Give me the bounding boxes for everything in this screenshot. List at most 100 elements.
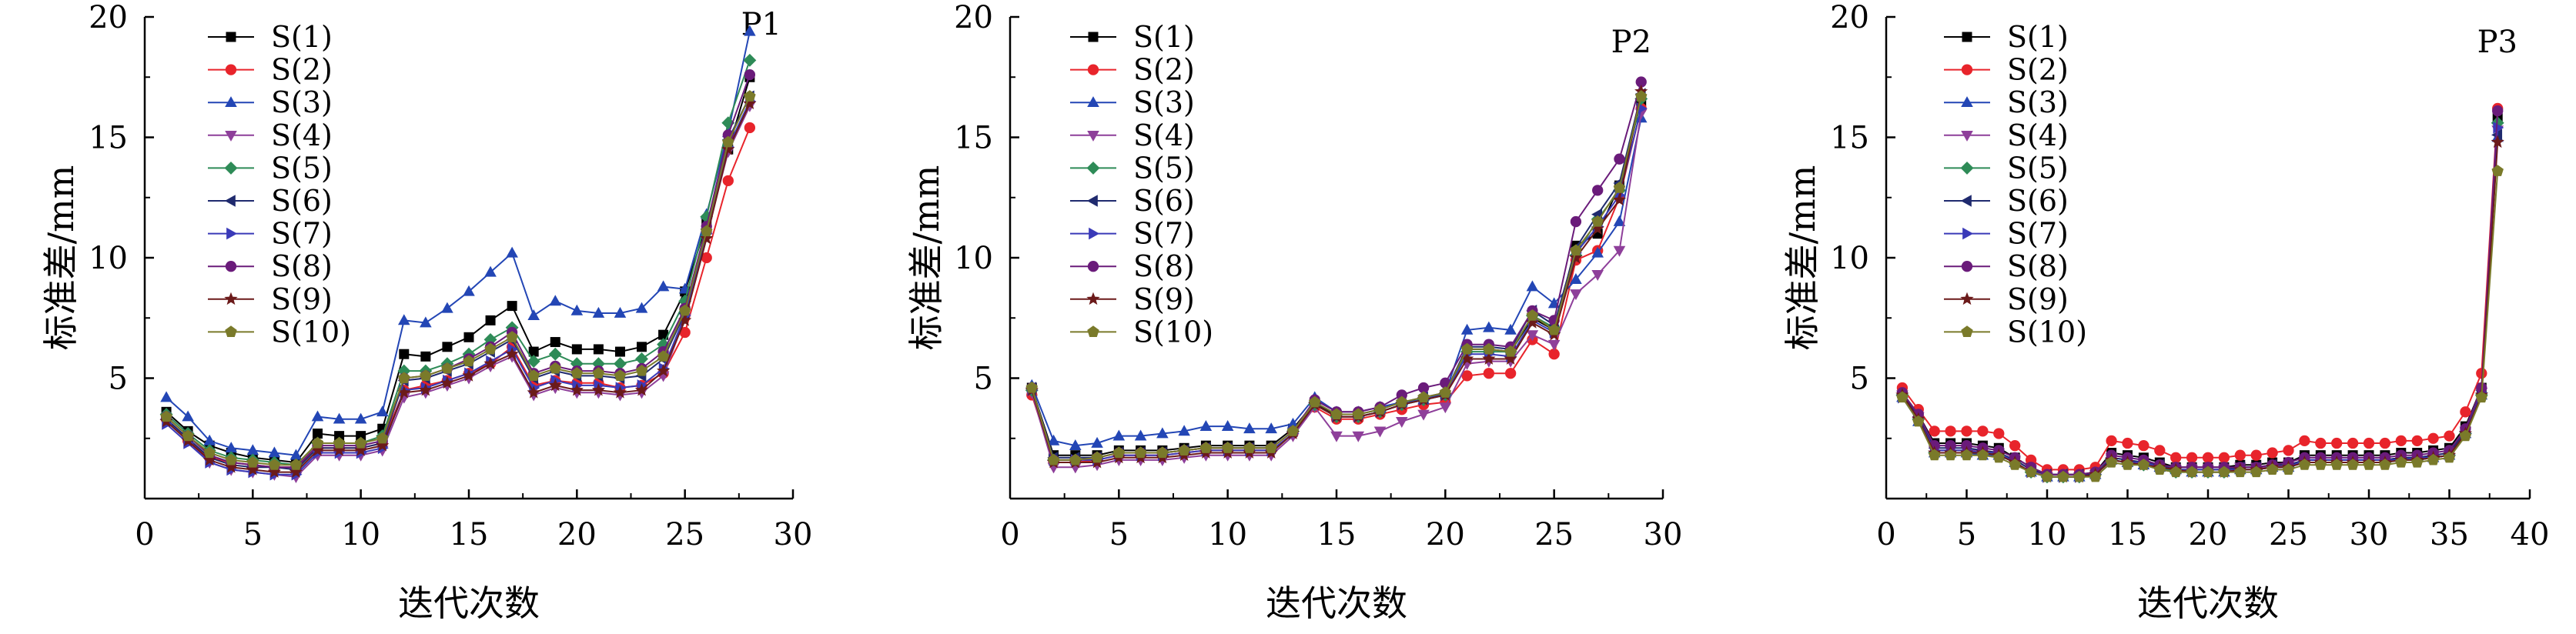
- data-point: [1417, 409, 1430, 421]
- legend-label: S(7): [2007, 217, 2069, 251]
- data-point: [1569, 250, 1583, 264]
- data-point: [2025, 465, 2037, 478]
- legend-marker: [1087, 325, 1099, 337]
- legend-item: S(5): [208, 151, 333, 185]
- data-point: [1352, 431, 1365, 442]
- data-point: [2186, 452, 2198, 463]
- data-point: [2410, 455, 2424, 468]
- data-point: [614, 346, 625, 357]
- data-point: [313, 428, 323, 439]
- data-point: [311, 436, 324, 449]
- data-point: [1025, 381, 1038, 393]
- data-point: [246, 455, 259, 468]
- data-point: [1961, 439, 1972, 452]
- legend-item: S(9): [1070, 282, 1195, 316]
- legend-marker: [1961, 96, 1973, 108]
- data-point: [744, 90, 756, 102]
- series-line: [1902, 122, 2499, 478]
- data-point: [1591, 222, 1604, 235]
- legend-marker: [225, 64, 237, 75]
- x-tick-label: 30: [1644, 517, 1683, 552]
- data-point: [1221, 419, 1234, 431]
- legend-marker: [1962, 227, 1974, 240]
- data-point: [1265, 442, 1277, 453]
- data-point: [1570, 273, 1582, 285]
- data-point: [399, 349, 410, 359]
- series-line: [1031, 96, 1642, 461]
- data-point: [2137, 459, 2150, 470]
- legend-marker: [224, 292, 238, 305]
- data-point: [1286, 425, 1300, 436]
- data-point: [1221, 442, 1234, 453]
- data-point: [2202, 465, 2214, 478]
- legend-label: S(10): [2007, 315, 2087, 349]
- data-point: [2379, 437, 2391, 449]
- data-point: [419, 383, 433, 396]
- x-tick-label: 15: [2108, 517, 2147, 552]
- legend-item: S(4): [1070, 118, 1195, 152]
- data-point: [2459, 429, 2472, 442]
- data-point: [1504, 345, 1517, 357]
- legend-item: S(8): [1070, 249, 1195, 283]
- series-10: [1025, 90, 1648, 465]
- data-point: [743, 53, 757, 67]
- x-tick-label: 0: [1876, 517, 1895, 552]
- data-point: [744, 122, 756, 134]
- x-axis-title: 迭代次数: [398, 582, 540, 624]
- legend-label: S(2): [1133, 53, 1195, 87]
- data-point: [1591, 246, 1604, 258]
- series-line: [166, 105, 751, 478]
- data-point: [268, 459, 281, 470]
- y-tick-label: 20: [89, 0, 128, 35]
- legend-marker: [1089, 227, 1100, 240]
- series-line: [1902, 108, 2499, 471]
- legend-item: S(7): [208, 217, 333, 251]
- data-point: [700, 210, 714, 224]
- series-line: [166, 77, 751, 464]
- data-point: [2234, 465, 2246, 478]
- legend-item: S(10): [208, 315, 351, 349]
- data-point: [1961, 425, 1972, 437]
- data-point: [1929, 425, 1940, 437]
- data-point: [1992, 451, 2006, 463]
- data-point: [1178, 444, 1190, 455]
- data-point: [203, 434, 216, 445]
- data-point: [1112, 446, 1126, 459]
- data-point: [1069, 439, 1082, 450]
- data-point: [1091, 451, 1103, 463]
- series-line: [166, 95, 751, 471]
- y-axis-title: 标准差/mm: [1781, 165, 1823, 351]
- data-point: [592, 367, 605, 379]
- data-point: [1047, 453, 1060, 465]
- data-point: [1483, 342, 1495, 355]
- legend-item: S(3): [1944, 85, 2069, 119]
- legend-item: S(10): [1070, 315, 1213, 349]
- data-point: [376, 439, 390, 452]
- data-point: [635, 352, 648, 365]
- series-8: [1026, 76, 1647, 466]
- data-point: [289, 459, 303, 470]
- data-point: [2154, 445, 2166, 456]
- data-point: [548, 347, 562, 361]
- legend-marker: [1962, 32, 1972, 42]
- data-point: [1547, 339, 1561, 351]
- data-point: [1330, 431, 1343, 442]
- x-tick-label: 35: [2430, 517, 2469, 552]
- data-point: [2491, 165, 2504, 176]
- data-point: [657, 280, 670, 292]
- legend-label: S(2): [2007, 53, 2069, 87]
- data-point: [1526, 280, 1539, 292]
- data-point: [1613, 245, 1626, 257]
- legend-label: S(10): [1133, 315, 1213, 349]
- data-point: [570, 304, 584, 315]
- data-point: [593, 344, 604, 355]
- legend-item: S(4): [208, 118, 333, 152]
- data-point: [1156, 427, 1169, 439]
- data-point: [2395, 435, 2407, 447]
- data-point: [507, 301, 517, 312]
- data-point: [678, 294, 692, 308]
- series-line: [166, 101, 751, 476]
- legend-label: S(9): [1133, 282, 1195, 316]
- series-line: [1031, 93, 1642, 459]
- data-point: [2331, 437, 2343, 449]
